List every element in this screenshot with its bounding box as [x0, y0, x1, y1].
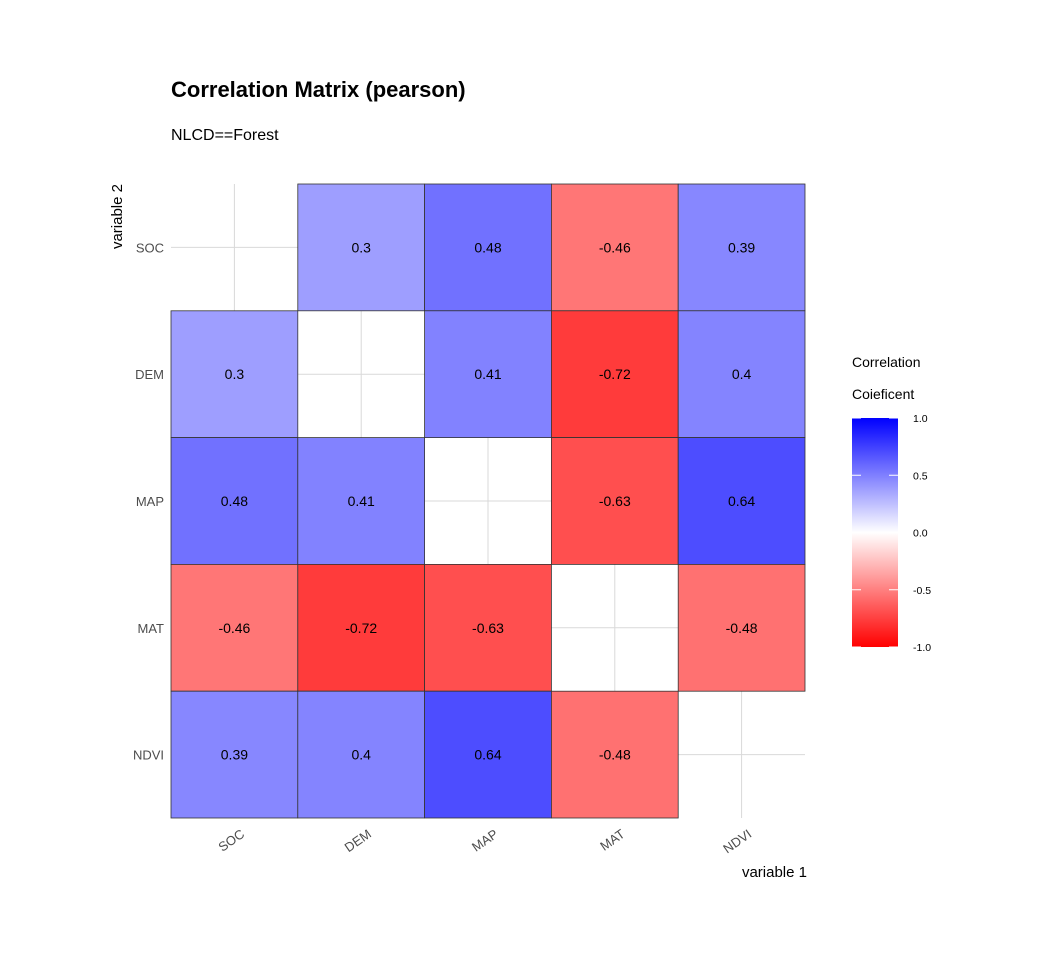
x-axis-ticks: SOC DEM MAP MAT NDVI: [215, 826, 754, 856]
heatmap-cell: [677, 183, 806, 312]
heatmap-cell: [551, 310, 679, 438]
heatmap-cell: [297, 437, 425, 565]
cell-value-label: -0.46: [218, 620, 250, 636]
cell-value-label: -0.72: [599, 366, 631, 382]
cell-value-label: 0.4: [732, 366, 752, 382]
heatmap-cell: [297, 690, 425, 819]
cell-value-label: 0.64: [474, 747, 501, 763]
heatmap-cell: [297, 564, 425, 692]
legend-tick-label: 0.0: [913, 528, 928, 540]
heatmap-cell: [424, 690, 552, 819]
x-tick-label: MAT: [597, 826, 627, 854]
y-tick-label: DEM: [135, 367, 164, 382]
x-axis-title: variable 1: [742, 864, 807, 881]
legend-tick-label: -1.0: [913, 642, 931, 654]
heatmap-cell: [170, 310, 299, 438]
cell-value-label: 0.48: [474, 239, 501, 255]
legend-title-line1: Correlation: [852, 354, 920, 370]
heatmap-cell: [297, 183, 425, 312]
y-tick-label: MAP: [136, 494, 164, 509]
cell-value-label: 0.39: [728, 239, 755, 255]
y-tick-label: SOC: [136, 240, 164, 255]
heatmap-cell: [677, 564, 806, 692]
heatmap-cell: [170, 690, 299, 819]
cell-value-label: 0.41: [474, 366, 501, 382]
cell-value-label: -0.48: [726, 620, 758, 636]
heatmap-cells: [170, 183, 806, 819]
cell-value-label: -0.63: [599, 493, 631, 509]
cell-value-label: -0.48: [599, 747, 631, 763]
cell-value-label: 0.3: [351, 239, 371, 255]
cell-value-label: 0.41: [348, 493, 375, 509]
heatmap-cell: [551, 690, 679, 819]
x-tick-label: SOC: [215, 826, 247, 854]
y-tick-label: NDVI: [133, 748, 164, 763]
x-tick-label: DEM: [342, 826, 374, 855]
legend-tick-label: -0.5: [913, 585, 931, 597]
heatmap-cell: [677, 437, 806, 565]
heatmap-cell: [677, 310, 806, 438]
heatmap-cell: [424, 310, 552, 438]
chart-subtitle: NLCD==Forest: [171, 127, 279, 144]
legend-tick-label: 0.5: [913, 470, 928, 482]
cell-value-label: -0.72: [345, 620, 377, 636]
heatmap-cell: [170, 564, 299, 692]
legend-title-line2: Coieficent: [852, 386, 914, 402]
y-axis-title: variable 2: [109, 184, 126, 249]
cell-value-label: -0.63: [472, 620, 504, 636]
cell-value-label: 0.3: [225, 366, 245, 382]
x-tick-label: MAP: [469, 826, 501, 854]
cell-value-label: 0.48: [221, 493, 248, 509]
x-tick-label: NDVI: [720, 826, 754, 856]
y-axis-ticks: SOC DEM MAP MAT NDVI: [133, 240, 164, 762]
heatmap-cell: [170, 437, 299, 565]
cell-value-label: 0.39: [221, 747, 248, 763]
cell-value-label: 0.4: [351, 747, 371, 763]
cell-value-label: -0.46: [599, 239, 631, 255]
heatmap-cell: [424, 564, 552, 692]
legend: Correlation Coieficent 1.0 0.5 0.0 -0.5 -1.0: [852, 354, 931, 654]
heatmap-cell: [551, 437, 679, 565]
y-tick-label: MAT: [138, 621, 165, 636]
cell-value-label: 0.64: [728, 493, 755, 509]
legend-ticks: 1.0 0.5 0.0 -0.5 -1.0: [852, 413, 931, 654]
cell-labels: 0.3 0.48 -0.46 0.39 0.3 0.41 -0.72 0.4 0.48 0.41 -…: [218, 239, 757, 762]
heatmap-cell: [424, 183, 552, 312]
legend-tick-label: 1.0: [913, 413, 928, 425]
chart-title: Correlation Matrix (pearson): [171, 77, 466, 102]
